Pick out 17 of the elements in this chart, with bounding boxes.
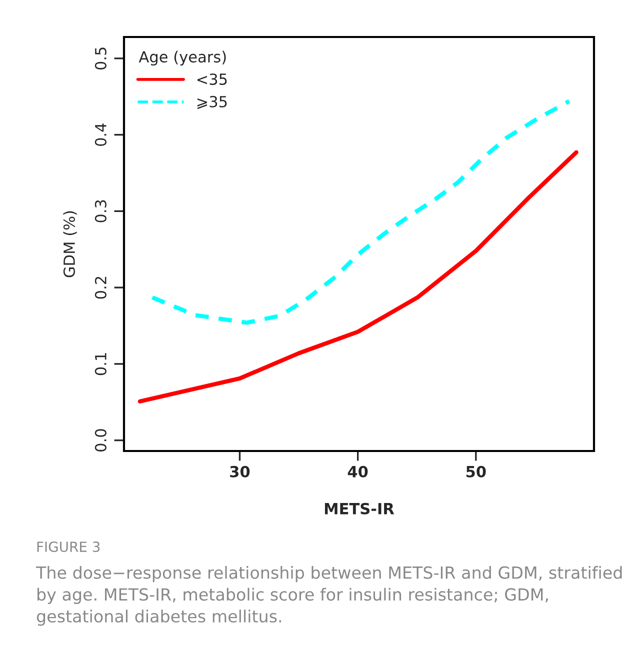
x-tick-label: 30 [230, 466, 250, 478]
legend-title: Age (years) [138, 50, 226, 66]
x-tick-label: 50 [466, 466, 486, 478]
x-axis-title: METS-IR [324, 502, 394, 514]
legend-label: <35 [197, 73, 227, 85]
text: The dose−response relationship between METS-IR and GDM, stratified by age. METS-IR, metabolic score for insulin resistance; GDM, gestational diabetes mellitus. [36, 566, 622, 626]
y-tick-label: 0.1 [94, 353, 106, 376]
caption: FIGURE 3 [37, 542, 100, 552]
y-axis-title: GDM (%) [63, 211, 77, 278]
y-tick-label: 0.2 [94, 276, 106, 299]
legend-label: ⩾35 [197, 96, 227, 110]
line-series [138, 150, 578, 404]
y-tick-label: 0.4 [94, 123, 106, 146]
x-tick-label: 40 [348, 466, 368, 478]
y-tick-label: 0.0 [94, 429, 106, 452]
y-tick-label: 0.5 [94, 48, 106, 70]
y-tick-label: 0.3 [94, 200, 106, 222]
